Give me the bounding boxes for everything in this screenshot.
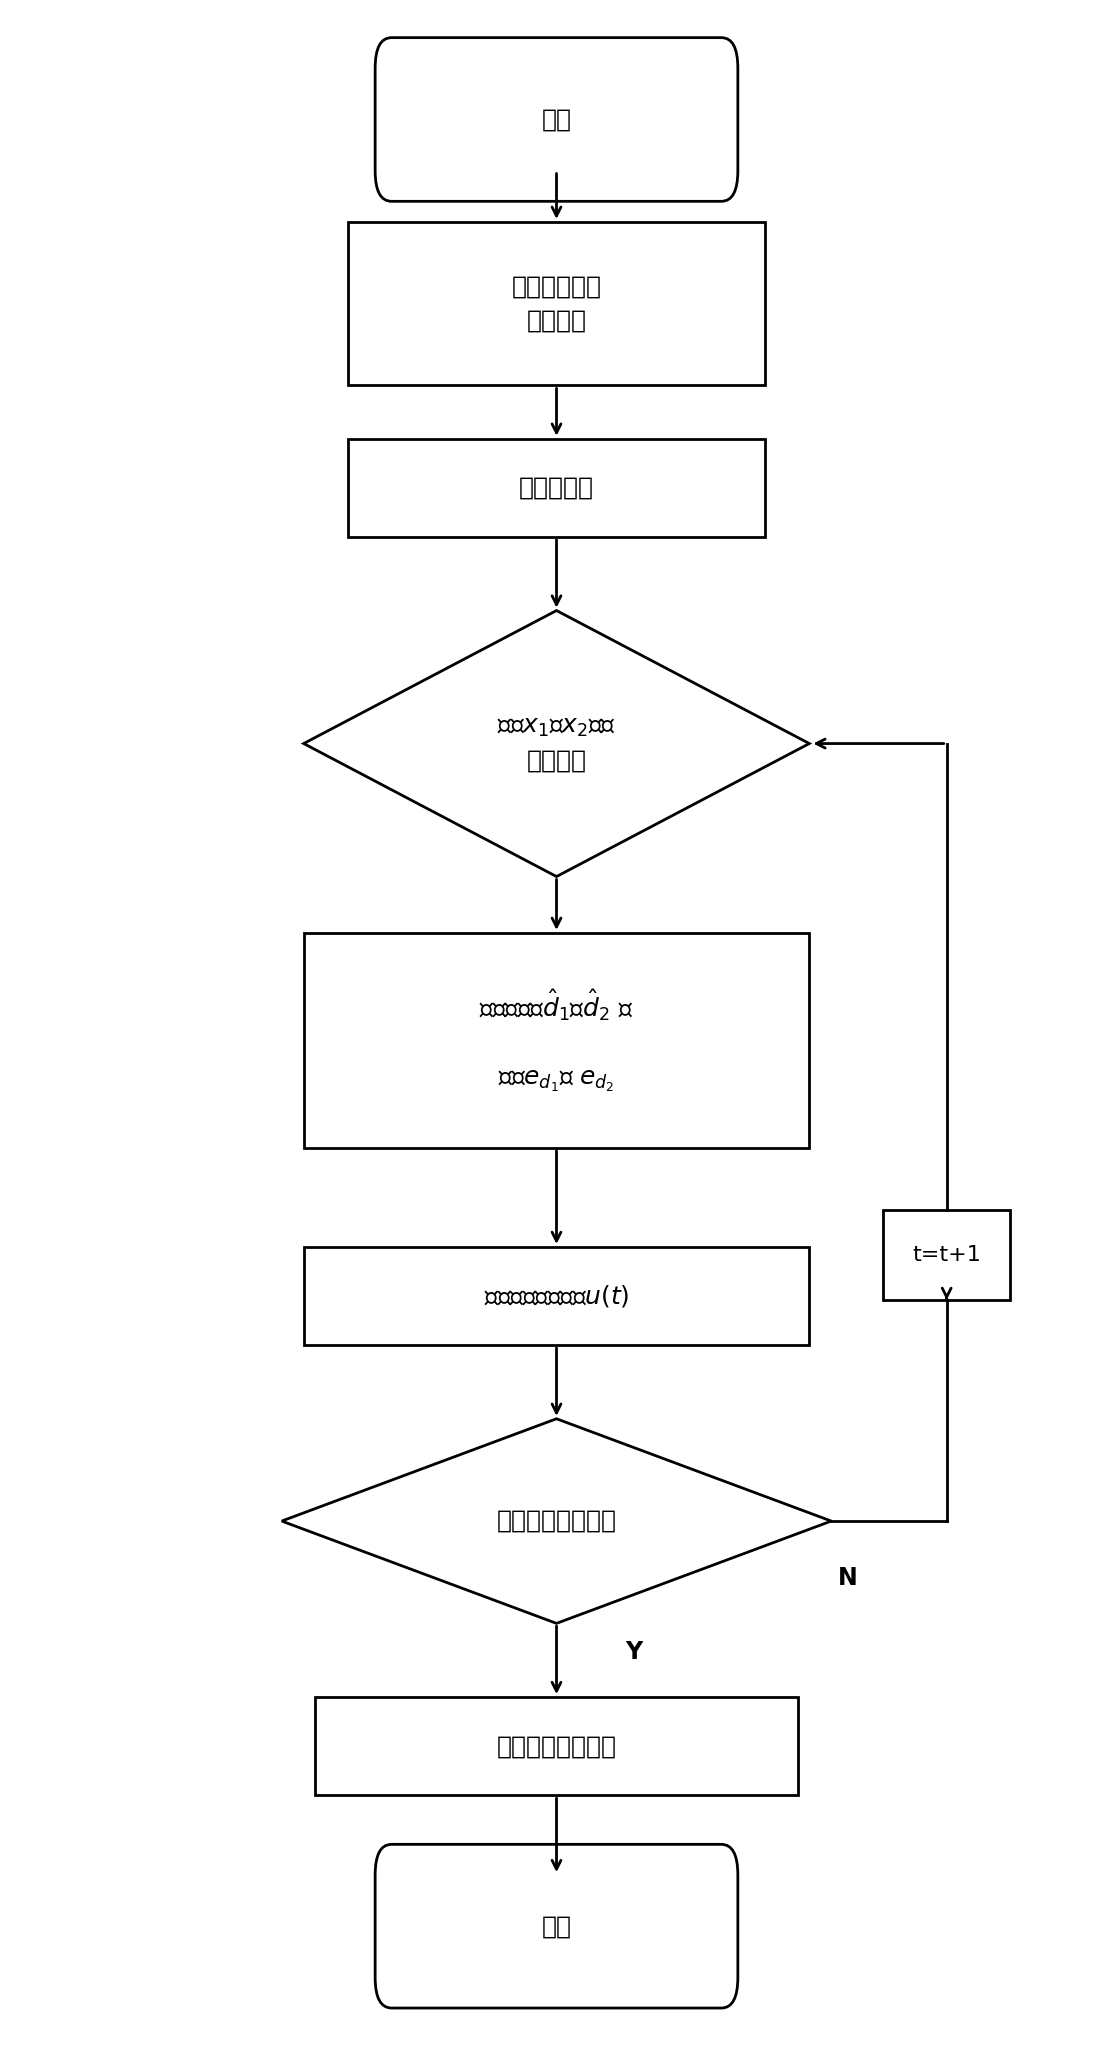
- Text: N: N: [838, 1566, 858, 1590]
- Bar: [347, 439, 766, 538]
- Text: 计算控制信号输入$u(t)$: 计算控制信号输入$u(t)$: [484, 1283, 629, 1308]
- Text: 结束: 结束: [542, 1914, 571, 1938]
- Text: t=t+1: t=t+1: [913, 1244, 982, 1265]
- FancyBboxPatch shape: [375, 37, 738, 202]
- Text: 是否达到采样个数: 是否达到采样个数: [496, 1510, 617, 1533]
- Text: Y: Y: [624, 1640, 642, 1664]
- Text: 计算$x_1$、$x_2$及其
各阶导数: 计算$x_1$、$x_2$及其 各阶导数: [498, 715, 615, 772]
- Text: 输入参考期望
输出电压: 输入参考期望 输出电压: [512, 274, 601, 332]
- Polygon shape: [282, 1419, 831, 1623]
- Text: 计算观测器$\hat{d}_1$、$\hat{d}_2$ 及

误差$e_{d_1}$、 $e_{d_2}$: 计算观测器$\hat{d}_1$、$\hat{d}_2$ 及 误差$e_{d_1…: [480, 987, 633, 1094]
- Bar: [304, 1246, 809, 1345]
- FancyBboxPatch shape: [375, 1844, 738, 2008]
- Bar: [304, 933, 809, 1147]
- Text: 输出实际信号轨迹: 输出实际信号轨迹: [496, 1735, 617, 1757]
- Text: 初始化参数: 初始化参数: [519, 476, 594, 501]
- Bar: [347, 222, 766, 385]
- Polygon shape: [304, 610, 809, 878]
- Text: 开始: 开始: [542, 107, 571, 132]
- Bar: [884, 1209, 1009, 1300]
- Bar: [315, 1697, 798, 1794]
